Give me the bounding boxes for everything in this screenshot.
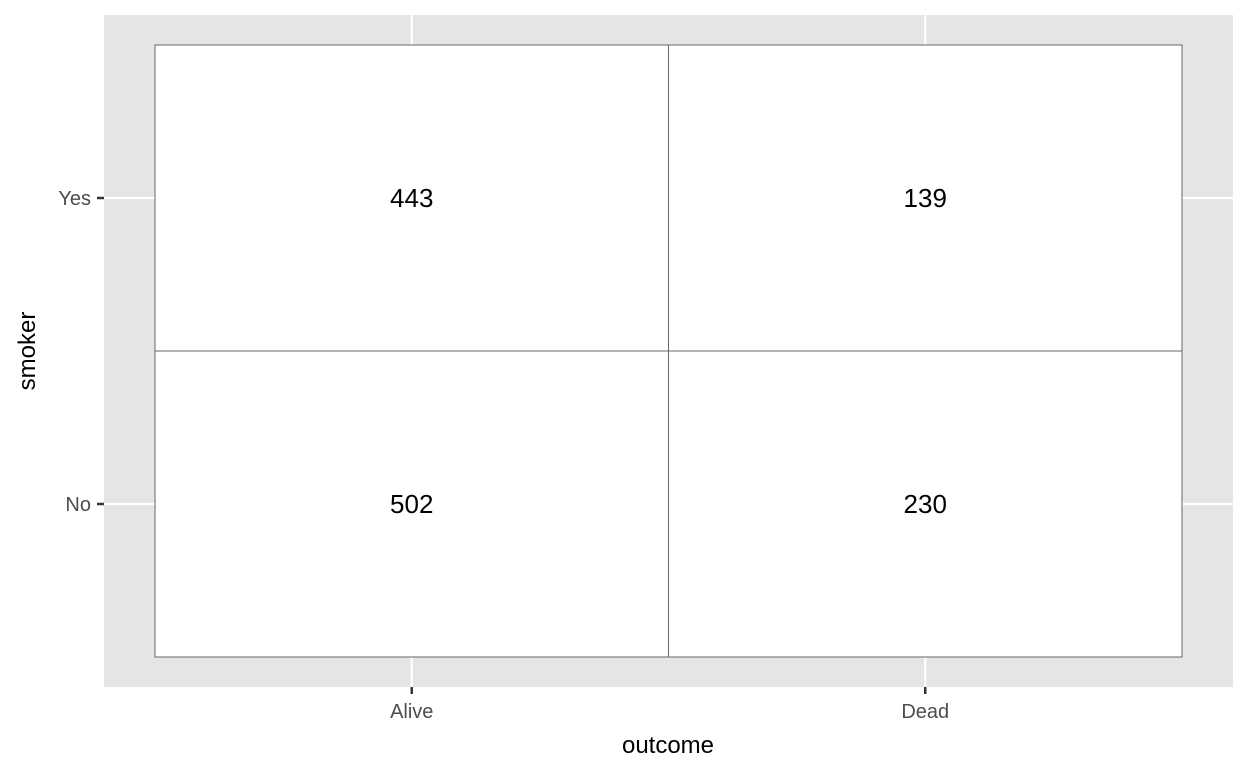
y-tick-label-no: No	[65, 494, 91, 516]
x-tick-label-dead: Dead	[901, 701, 949, 723]
tile-dead-yes	[668, 44, 1183, 352]
cell-value-dead-no: 230	[904, 489, 947, 519]
cell-value-alive-no: 502	[390, 489, 433, 519]
x-tick-label-alive: Alive	[390, 701, 433, 723]
cell-labels: 443 139 502 230	[390, 183, 947, 519]
x-axis-title: outcome	[622, 732, 714, 759]
y-tick-label-yes: Yes	[58, 188, 91, 210]
y-axis-title: smoker	[14, 312, 41, 391]
tiles	[154, 44, 1183, 658]
cell-value-dead-yes: 139	[904, 183, 947, 213]
cell-value-alive-yes: 443	[390, 183, 433, 213]
axes: Alive Dead No Yes	[58, 188, 949, 723]
tile-alive-no	[154, 350, 669, 658]
tile-dead-no	[668, 350, 1183, 658]
